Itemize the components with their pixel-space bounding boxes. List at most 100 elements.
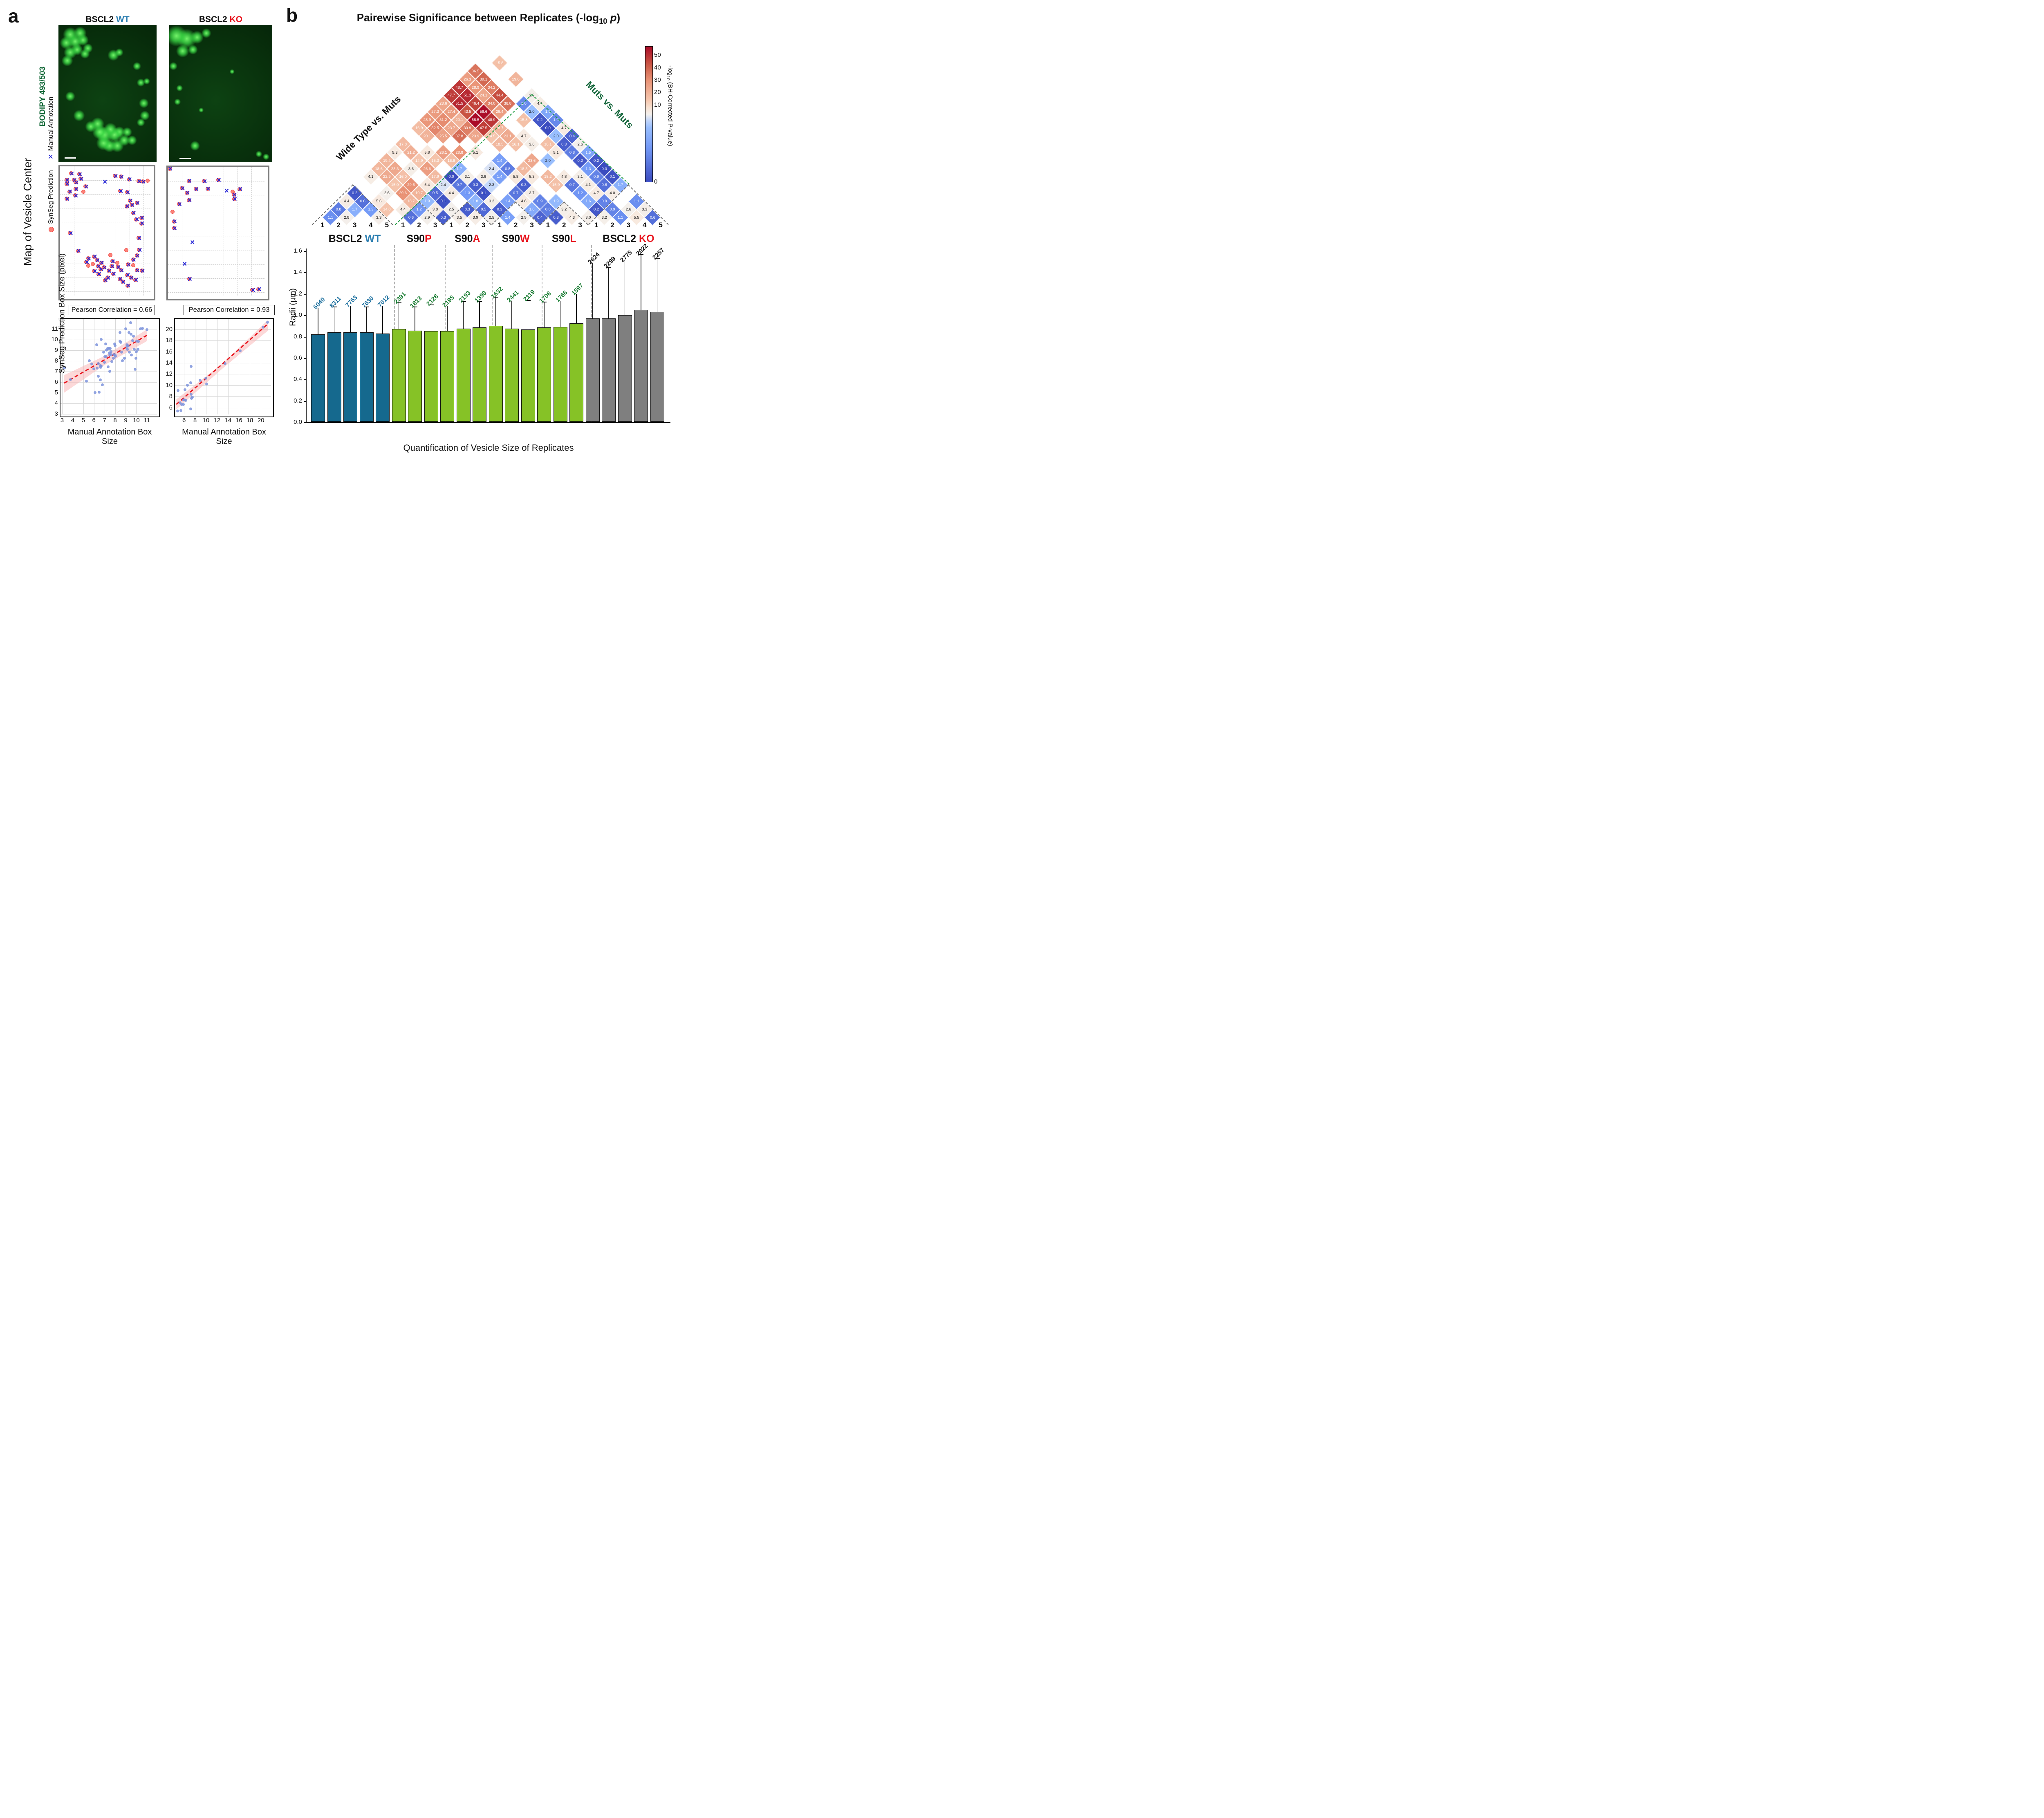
heatmap-cell-value: 0.8 <box>505 166 511 171</box>
synseg-prediction-point <box>95 258 99 262</box>
plot-gridline <box>61 403 157 404</box>
heatmap-cell-value: 0.9 <box>610 207 615 212</box>
scatter-point <box>224 362 227 365</box>
scalebar-ko <box>179 158 191 159</box>
heatmap-cell-value: 2.6 <box>625 207 631 212</box>
scatter-point <box>189 407 192 410</box>
heatmap-cell: 3.6 <box>524 136 540 153</box>
group-label-black: S90 <box>455 233 473 244</box>
heatmap-cell-value: 1.7 <box>457 166 462 171</box>
bar-error-cap <box>428 304 434 305</box>
heatmap-cell: 2.4 <box>483 161 500 177</box>
synseg-prediction-point <box>119 268 123 273</box>
heatmap-cell-value: 39.1 <box>480 77 487 82</box>
heatmap-cell: 26.6 <box>419 161 435 177</box>
heatmap-cell-value: 2.0 <box>529 110 535 114</box>
scatter-point <box>109 350 112 354</box>
manual-annotation-point: × <box>107 266 112 275</box>
manual-annotation-point: × <box>137 234 142 243</box>
synseg-prediction-point <box>118 189 122 193</box>
heatmap-cell-value: 1.2 <box>577 191 583 196</box>
heatmap-cell: 0.0 <box>596 161 613 177</box>
synseg-prediction-point <box>73 193 78 198</box>
bar <box>440 331 454 422</box>
scatter-point <box>186 384 189 387</box>
bar <box>456 328 471 422</box>
y-tick-label: 14 <box>166 359 173 367</box>
manual-annotation-point: × <box>67 188 72 197</box>
heatmap-cell: 2.6 <box>572 136 588 153</box>
panel-b-title: Pairewise Significance between Replicate… <box>311 11 666 26</box>
scatter-point <box>205 382 208 385</box>
heatmap-cell-value: 26.3 <box>464 77 471 82</box>
heatmap-cell-value: 4.8 <box>561 175 567 179</box>
heatmap-cell-value: 0.4 <box>537 215 543 220</box>
manual-annotation-point: × <box>76 247 81 256</box>
heatmap-cell: 3.2 <box>596 209 613 226</box>
heatmap-cell: 0.9 <box>596 193 613 210</box>
x-tick-label: 4 <box>71 417 74 424</box>
heatmap-cell-value: 0.3 <box>561 142 567 147</box>
manual-annotation-point: × <box>232 195 237 204</box>
heatmap-cell: 0.7 <box>451 177 468 193</box>
manual-annotation-point: × <box>96 270 101 279</box>
manual-annotation-point: × <box>127 175 132 184</box>
scatter-point <box>135 340 139 343</box>
manual-annotation-point: × <box>137 177 142 186</box>
heatmap-cell-value: 21.2 <box>407 150 415 155</box>
bar-error-line <box>447 305 448 331</box>
heatmap-cell-value: 14.8 <box>383 207 391 212</box>
synseg-prediction-point <box>120 280 125 284</box>
heatmap-cell-value: 2.5 <box>521 215 527 220</box>
ko-column-title: BSCL2 KO <box>169 15 272 25</box>
manual-annotation-point: × <box>135 251 140 260</box>
bar-error-cap <box>461 301 466 302</box>
heatmap-cell-value: 27.4 <box>447 110 455 114</box>
heatmap-cell: 5.8 <box>419 144 435 161</box>
heatmap-cell-value: 43.5 <box>464 110 471 114</box>
heatmap-cell-value: 2.0 <box>553 134 559 139</box>
heatmap-cell-value: 4.4 <box>448 191 454 196</box>
heatmap-cell: 26.4 <box>491 103 508 120</box>
wt-title-accent: WT <box>116 15 130 24</box>
x-tick-label: 3 <box>60 417 64 424</box>
heatmap-cell: 0.6 <box>644 209 661 226</box>
heatmap-cell: 0.9 <box>588 169 605 185</box>
heatmap-cell: 0.3 <box>556 136 572 153</box>
heatmap-cell-value: 2.4 <box>489 166 495 171</box>
heatmap-cell-value: 0.6 <box>360 199 365 204</box>
manual-annotation-point: × <box>224 186 229 195</box>
heatmap-cell-value: 0.3 <box>440 215 446 220</box>
heatmap-cell: 15.9 <box>548 177 564 193</box>
bar-error-cap <box>639 254 643 255</box>
heatmap-cell: 27.4 <box>443 103 459 120</box>
manual-annotation-point: × <box>187 275 192 284</box>
bar <box>585 318 600 422</box>
heatmap-cell-value: 15.8 <box>495 60 504 65</box>
bar-error-cap <box>654 258 660 260</box>
heatmap-cell: 23.1 <box>500 128 516 145</box>
x-tick-label: 18 <box>246 417 253 424</box>
heatmap-cell: 15.8 <box>491 55 508 72</box>
cbar-label-sub: 10 <box>666 76 670 81</box>
manual-annotation-point: × <box>202 177 207 186</box>
synseg-prediction-point <box>110 264 114 269</box>
heatmap-cell-value: 0.8 <box>336 207 341 212</box>
manual-annotation-point: × <box>125 271 130 280</box>
synseg-prediction-point <box>67 189 72 194</box>
pearson-right-title: Pearson Correlation = 0.93 <box>184 305 275 315</box>
manual-annotation-point: × <box>257 285 262 294</box>
scatter-point <box>184 388 187 392</box>
manual-annotation-point: × <box>194 185 199 194</box>
heatmap-cell-value: 1.2 <box>416 207 422 212</box>
heatmap-cell: 4.4 <box>338 193 355 210</box>
heatmap-cell: 28.8 <box>451 144 468 161</box>
x-tick-label: 8 <box>113 417 117 424</box>
synseg-prediction-point <box>99 260 103 265</box>
manual-annotation-point: × <box>69 169 74 178</box>
heatmap-cell: 18.5 <box>491 136 508 153</box>
title-close: ) <box>616 11 621 24</box>
heatmap-cell: 1.8 <box>467 193 484 210</box>
bar-y-tick <box>304 336 307 338</box>
manual-annotation-point: × <box>180 184 185 193</box>
